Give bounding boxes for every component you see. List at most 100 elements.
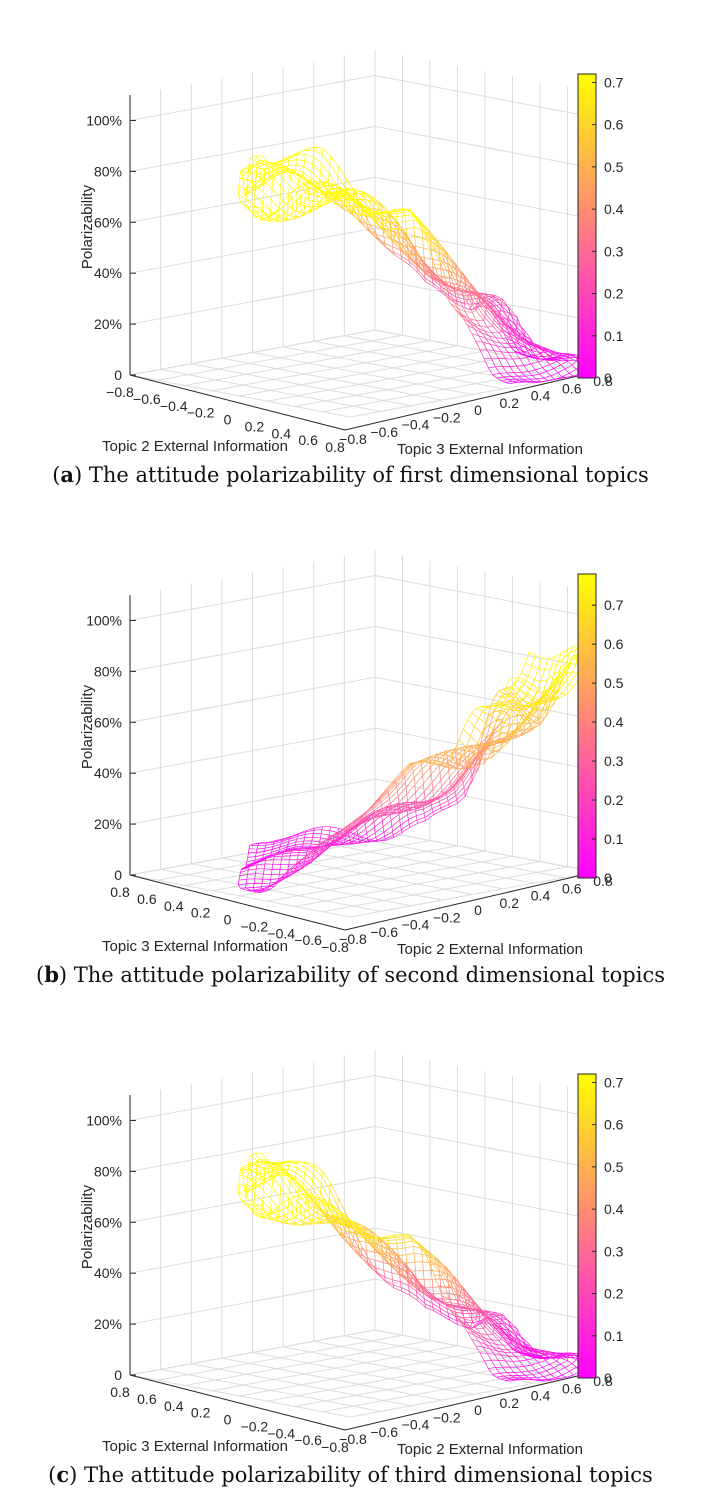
mesh-line: [328, 163, 331, 174]
mesh-line: [323, 181, 332, 184]
mesh-line: [299, 188, 309, 198]
z-tick-label: 0: [114, 367, 122, 383]
mesh-line: [364, 194, 366, 200]
mesh-line: [336, 175, 339, 186]
mesh-line: [509, 382, 517, 385]
caption-text: The attitude polarizability of second di…: [67, 963, 665, 987]
mesh-line: [407, 800, 409, 807]
mesh-line: [538, 352, 543, 357]
mesh-line: [475, 750, 484, 759]
mesh-line: [305, 191, 315, 196]
mesh-line: [501, 301, 511, 310]
mesh-line: [515, 329, 524, 339]
mesh-line: [253, 886, 262, 888]
mesh-line: [385, 209, 394, 213]
mesh-line: [374, 811, 384, 817]
mesh-line: [420, 757, 430, 765]
mesh-line: [369, 813, 379, 817]
mesh-line: [423, 791, 426, 799]
mesh-line: [448, 799, 457, 805]
mesh-line: [502, 704, 507, 706]
mesh-line: [437, 276, 447, 284]
mesh-line: [374, 820, 383, 828]
mesh-line: [266, 161, 275, 165]
mesh-line: [290, 1198, 292, 1204]
surface-mesh: [237, 1153, 594, 1382]
grid-lines: [129, 50, 596, 418]
mesh-line: [365, 821, 375, 829]
mesh-line: [447, 800, 450, 805]
mesh-line: [557, 691, 563, 694]
right-tick-label: 0.4: [531, 888, 551, 904]
mesh-line: [237, 880, 240, 885]
mesh-line: [561, 662, 570, 676]
mesh-line: [321, 833, 330, 836]
mesh-line: [349, 205, 352, 212]
mesh-line: [320, 162, 330, 174]
mesh-line: [256, 166, 266, 172]
mesh-line: [521, 672, 529, 677]
mesh-line: [388, 213, 397, 215]
mesh-line: [485, 752, 494, 755]
mesh-line: [382, 814, 391, 822]
mesh-line: [571, 364, 577, 370]
mesh-line: [271, 177, 274, 190]
mesh-line: [393, 832, 403, 838]
mesh-line: [522, 708, 528, 716]
mesh-line: [349, 839, 352, 843]
mesh-line: [451, 273, 460, 289]
mesh-line: [395, 213, 398, 217]
mesh-line: [505, 687, 513, 690]
mesh-line: [263, 890, 268, 893]
mesh-line: [352, 838, 354, 842]
mesh-line: [351, 824, 361, 830]
mesh-line: [258, 1161, 260, 1166]
mesh-line: [376, 238, 385, 244]
mesh-line: [516, 366, 522, 373]
mesh-line: [427, 757, 436, 759]
mesh-line: [291, 850, 300, 852]
mesh-line: [441, 782, 451, 792]
mesh-line: [526, 355, 531, 358]
mesh-line: [240, 1167, 242, 1170]
mesh-line: [492, 1314, 494, 1317]
mesh-line: [315, 181, 324, 185]
mesh-line: [249, 1153, 256, 1156]
mesh-line: [487, 327, 493, 334]
mesh-line: [512, 692, 517, 695]
mesh-line: [384, 836, 386, 840]
mesh-line: [323, 181, 332, 186]
mesh-line: [552, 350, 562, 354]
mesh-line: [295, 840, 304, 843]
mesh-line: [531, 710, 537, 716]
mesh-line: [395, 210, 404, 212]
mesh-line: [478, 295, 488, 307]
mesh-line: [506, 323, 516, 333]
mesh-line: [469, 751, 478, 754]
mesh-line: [522, 693, 527, 701]
mesh-line: [460, 749, 462, 755]
mesh-line: [396, 777, 405, 788]
mesh-line: [303, 1216, 305, 1223]
mesh-line: [449, 277, 451, 284]
mesh-line: [335, 197, 344, 200]
mesh-line: [367, 815, 376, 821]
mesh-line: [518, 344, 524, 352]
mesh-line: [505, 706, 510, 710]
mesh-line: [254, 195, 263, 204]
mesh-line: [493, 743, 503, 749]
mesh-line: [434, 791, 443, 800]
mesh-line: [491, 695, 496, 705]
mesh-line: [433, 786, 442, 796]
mesh-line: [479, 349, 485, 360]
mesh-line: [512, 340, 520, 345]
mesh-line: [464, 751, 474, 759]
mesh-line: [280, 841, 289, 845]
mesh-line: [311, 837, 313, 841]
mesh-line: [511, 716, 517, 725]
mesh-line: [454, 788, 456, 792]
mesh-line: [298, 854, 307, 857]
mesh-line: [451, 265, 454, 270]
mesh-line: [400, 1287, 403, 1292]
mesh-line: [404, 777, 406, 782]
